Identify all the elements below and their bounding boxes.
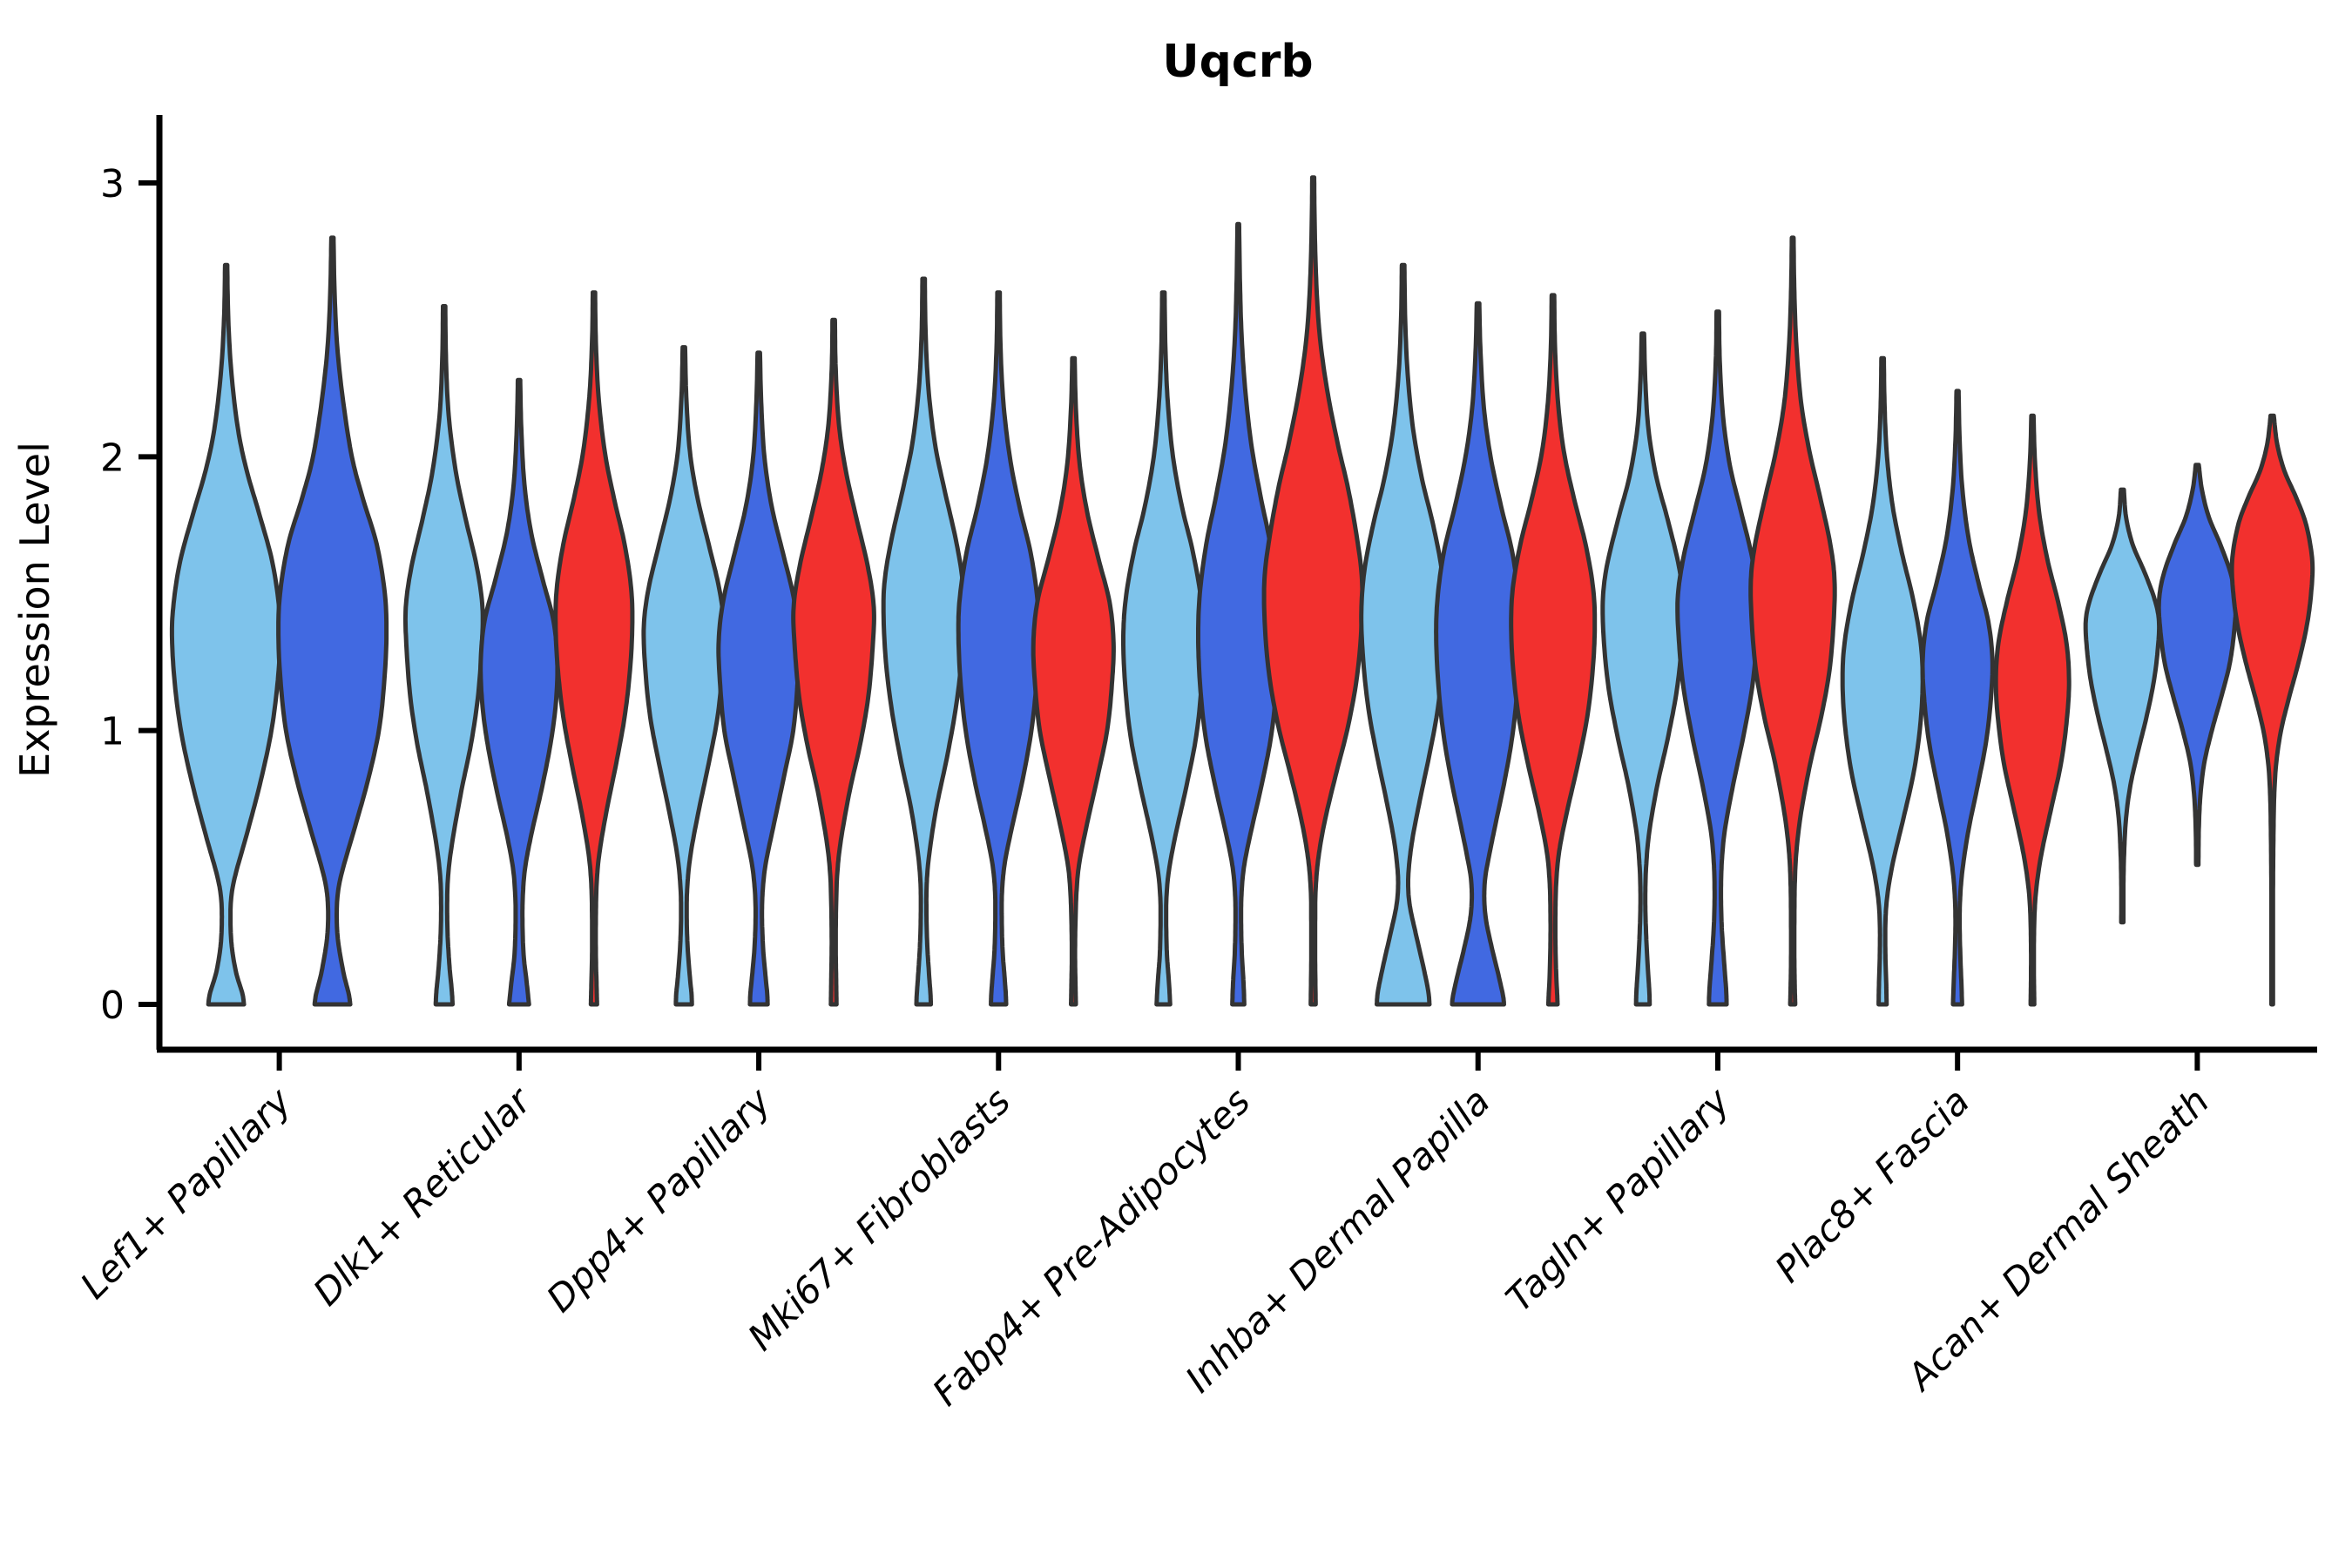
y-tick-label-2: 2 [100, 436, 125, 480]
violin-dlk1-reticular-lightblue [402, 304, 485, 1007]
violin-lef1-papillary-blue [276, 235, 389, 1007]
violin-inhba-dermal-papilla-lightblue [1359, 262, 1448, 1007]
violin-dlk1-reticular-red [553, 290, 635, 1007]
violin-tagln-papillary-red [1748, 235, 1837, 1007]
y-tick-label-0: 0 [100, 983, 125, 1028]
violin-plac8-fascia-red [1993, 413, 2072, 1007]
violin-acan-dermal-sheath-blue [2156, 463, 2238, 868]
violin-dpp4-papillary-lightblue [641, 345, 727, 1007]
violin-acan-dermal-sheath-lightblue [2083, 487, 2162, 925]
violin-dpp4-papillary-red [791, 317, 876, 1007]
x-tick-label-lef1-papillary: Lef1+ Papillary [72, 1079, 301, 1308]
x-tick-label-dlk1-reticular: Dlk1+ Reticular [305, 1078, 541, 1314]
violin-tagln-papillary-blue [1675, 309, 1761, 1007]
violin-plac8-fascia-blue [1920, 389, 1995, 1007]
violin-mki67-fibroblasts-blue [956, 290, 1041, 1007]
violin-fabp4-pre-adipocytes-lightblue [1121, 290, 1206, 1007]
violins-layer [169, 175, 2315, 1007]
violin-fabp4-pre-adipocytes-red [1261, 175, 1365, 1007]
chart-title: Uqcrb [1162, 36, 1313, 88]
x-tick-label-dpp4-papillary: Dpp4+ Papillary [538, 1079, 780, 1321]
violin-inhba-dermal-papilla-red [1509, 293, 1598, 1007]
violin-plac8-fascia-lightblue [1840, 355, 1925, 1007]
violin-tagln-papillary-lightblue [1600, 331, 1686, 1007]
violin-lef1-papillary-lightblue [169, 262, 283, 1007]
x-tick-label-mki67-fibroblasts: Mki67+ Fibroblasts [740, 1079, 1018, 1358]
violin-dpp4-papillary-blue [716, 350, 801, 1007]
violin-inhba-dermal-papilla-blue [1434, 301, 1523, 1007]
x-tick-label-tagln-papillary: Tagln+ Papillary [1497, 1079, 1739, 1321]
violin-mki67-fibroblasts-red [1031, 355, 1116, 1007]
y-axis-label: Expression Level [11, 442, 58, 778]
violin-dlk1-reticular-blue [478, 377, 560, 1007]
y-tick-label-1: 1 [100, 710, 125, 754]
y-tick-label-3: 3 [100, 162, 125, 206]
violin-acan-dermal-sheath-red [2229, 413, 2315, 1007]
violin-mki67-fibroblasts-lightblue [881, 276, 966, 1007]
x-tick-label-plac8-fascia: Plac8+ Fascia [1767, 1079, 1977, 1290]
